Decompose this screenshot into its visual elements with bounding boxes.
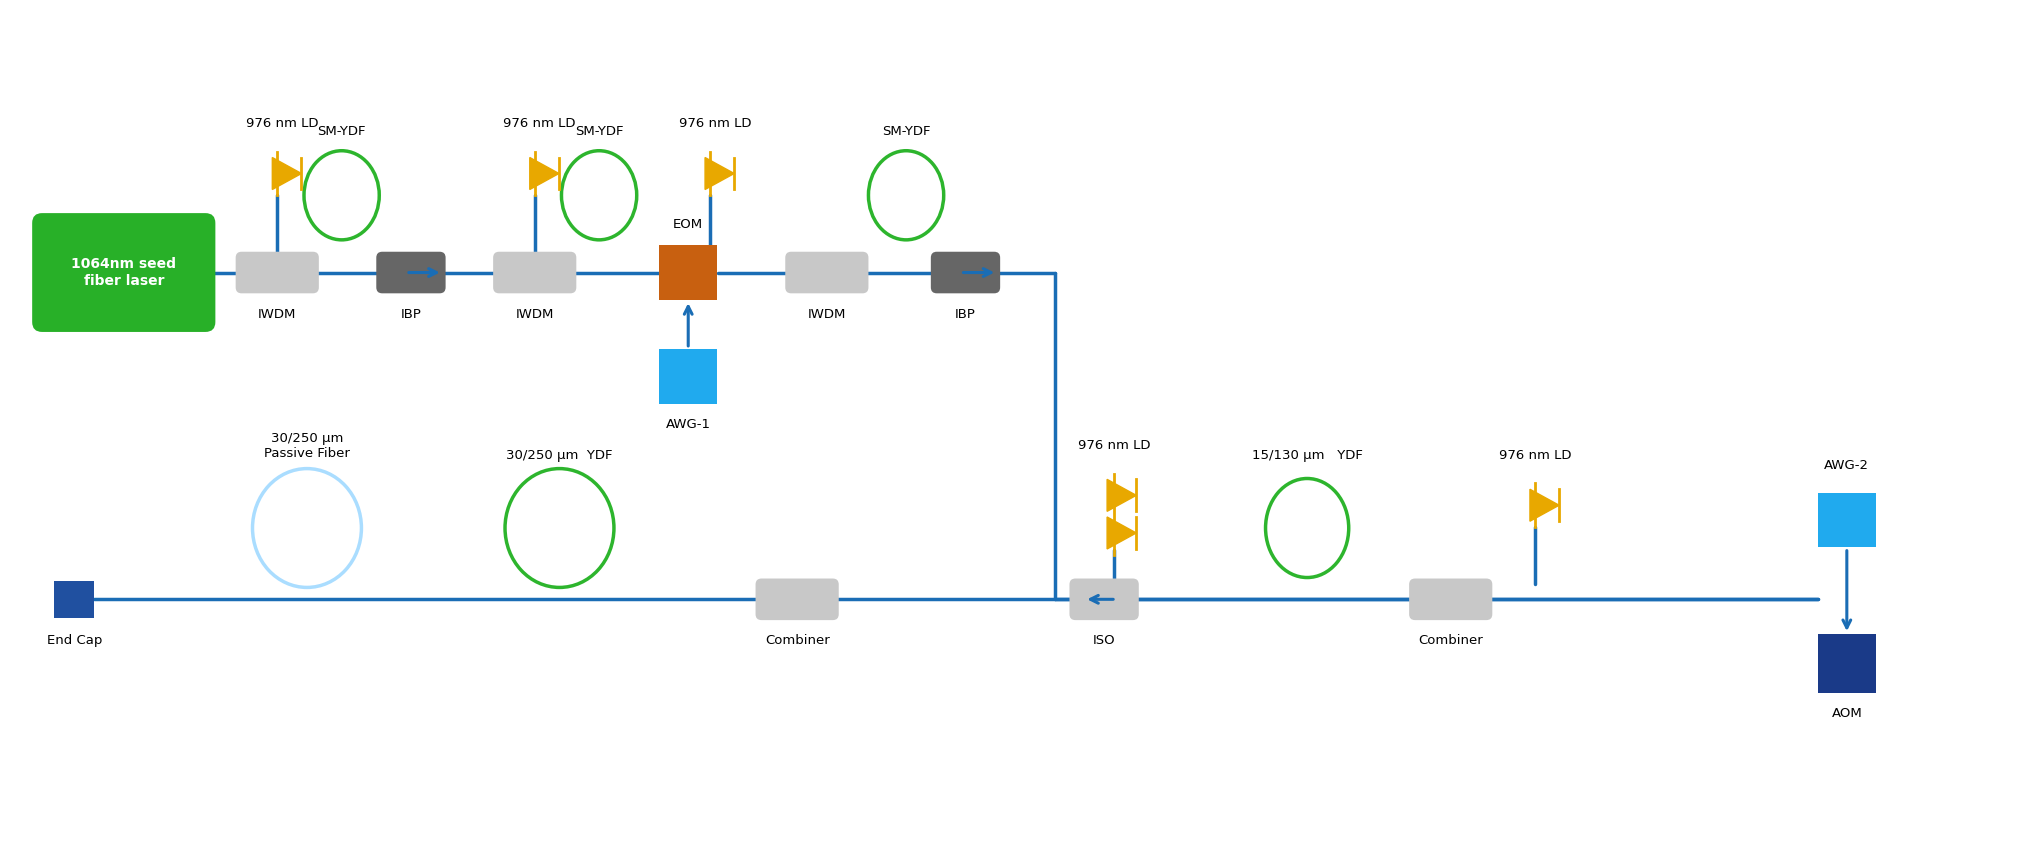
FancyBboxPatch shape [235,252,319,294]
Text: Combiner: Combiner [765,634,828,647]
Text: IWDM: IWDM [258,307,296,321]
Ellipse shape [505,468,613,587]
FancyBboxPatch shape [1409,579,1492,620]
Text: IBP: IBP [400,307,420,321]
Text: SM-YDF: SM-YDF [317,126,365,139]
Polygon shape [272,158,300,189]
Bar [1817,634,1874,693]
Text: EOM: EOM [672,218,702,231]
Text: 15/130 μm   YDF: 15/130 μm YDF [1250,449,1362,462]
Polygon shape [1106,517,1135,549]
Bar [55,580,93,618]
Polygon shape [1529,490,1559,521]
FancyBboxPatch shape [786,252,869,294]
FancyBboxPatch shape [1070,579,1139,620]
Text: Combiner: Combiner [1417,634,1482,647]
Bar [660,349,717,404]
FancyBboxPatch shape [493,252,577,294]
Text: IBP: IBP [954,307,976,321]
Text: End Cap: End Cap [47,634,102,647]
Text: SM-YDF: SM-YDF [574,126,623,139]
Text: 976 nm LD: 976 nm LD [678,117,751,130]
Text: 976 nm LD: 976 nm LD [1078,439,1149,452]
Text: IWDM: IWDM [516,307,554,321]
Text: IWDM: IWDM [808,307,847,321]
Ellipse shape [304,151,380,240]
Text: SM-YDF: SM-YDF [881,126,930,139]
Text: AWG-1: AWG-1 [666,418,710,431]
Ellipse shape [252,468,361,587]
Text: 30/250 μm  YDF: 30/250 μm YDF [505,449,613,462]
Text: 976 nm LD: 976 nm LD [503,117,577,130]
Text: AWG-2: AWG-2 [1823,459,1868,473]
Text: AOM: AOM [1831,707,1862,720]
Polygon shape [530,158,558,189]
Polygon shape [1106,479,1135,511]
Text: 976 nm LD: 976 nm LD [246,117,319,130]
FancyBboxPatch shape [755,579,838,620]
Ellipse shape [869,151,944,240]
Text: 1064nm seed
fiber laser: 1064nm seed fiber laser [71,258,177,288]
FancyBboxPatch shape [32,213,215,332]
Bar [660,246,717,300]
Text: 976 nm LD: 976 nm LD [1498,449,1571,462]
Text: 30/250 μm
Passive Fiber: 30/250 μm Passive Fiber [264,431,349,460]
Ellipse shape [560,151,637,240]
Bar [1817,493,1874,547]
Polygon shape [704,158,735,189]
Text: ISO: ISO [1092,634,1114,647]
Ellipse shape [1265,479,1348,578]
FancyBboxPatch shape [930,252,999,294]
FancyBboxPatch shape [376,252,445,294]
